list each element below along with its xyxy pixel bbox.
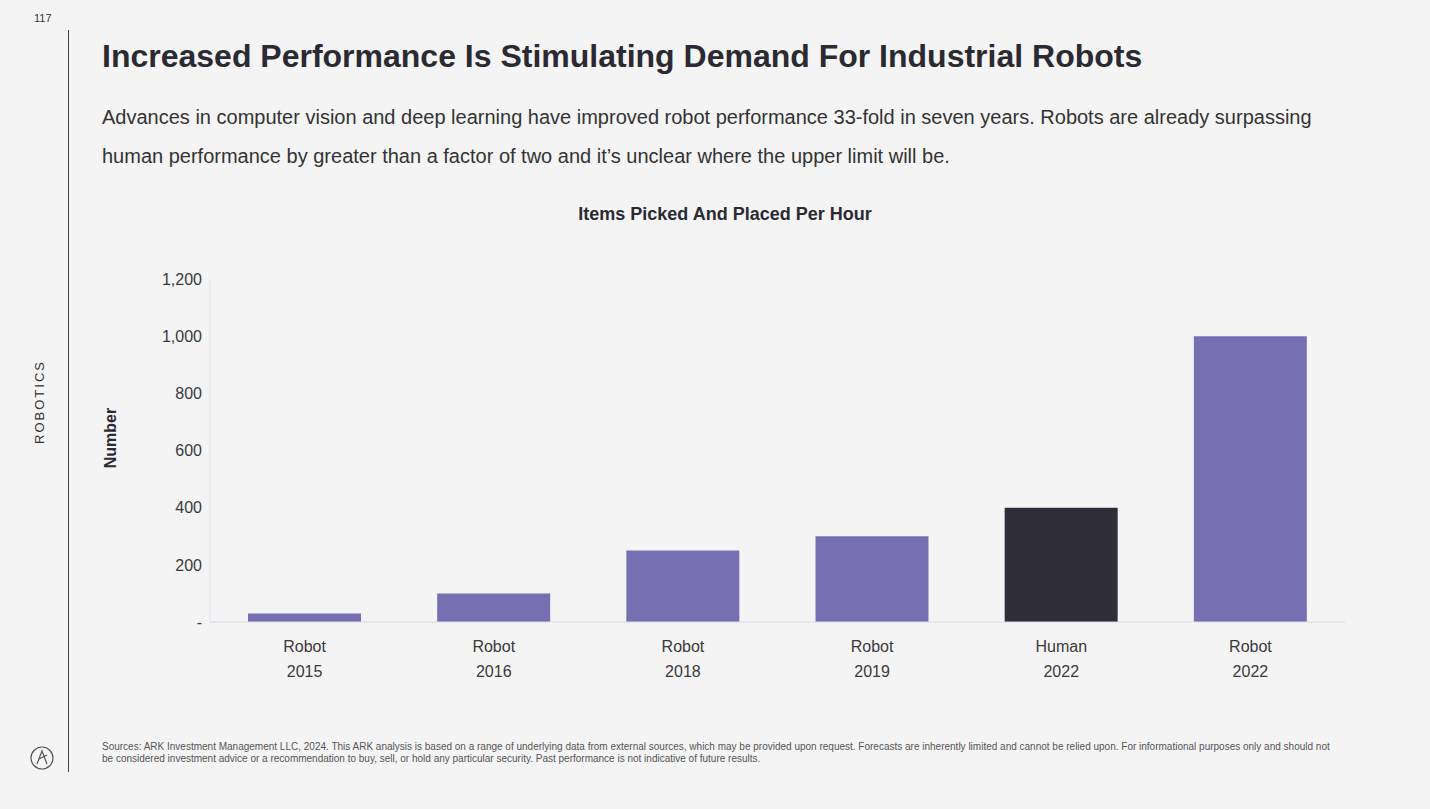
svg-text:2016: 2016 (476, 663, 512, 680)
svg-text:Robot: Robot (851, 638, 894, 655)
html-text:Items Picked And Placed Per Ho: Items Picked And Placed Per Hour (578, 204, 872, 224)
html-text:Increased Performance Is Stimu: Increased Performance Is Stimulating Dem… (102, 38, 1143, 74)
svg-text:600: 600 (175, 442, 202, 459)
svg-text:2022: 2022 (1233, 663, 1269, 680)
svg-text:2018: 2018 (665, 663, 701, 680)
svg-text:2015: 2015 (287, 663, 323, 680)
svg-text:800: 800 (175, 385, 202, 402)
svg-text:2019: 2019 (854, 663, 890, 680)
html-text:Advances in computer vision an: Advances in computer vision and deep lea… (102, 106, 1312, 167)
svg-text:200: 200 (175, 557, 202, 574)
svg-text:-: - (197, 614, 202, 631)
html-text:ROBOTICS: ROBOTICS (31, 360, 47, 444)
html-text:117: 117 (34, 12, 52, 24)
svg-text:2022: 2022 (1043, 663, 1079, 680)
html-text:Sources: ARK Investment Manage: Sources: ARK Investment Management LLC, … (102, 741, 1330, 764)
svg-text:Robot: Robot (283, 638, 326, 655)
svg-text:1,000: 1,000 (162, 328, 202, 345)
svg-text:Robot: Robot (472, 638, 515, 655)
svg-text:Robot: Robot (662, 638, 705, 655)
svg-text:Robot: Robot (1229, 638, 1272, 655)
svg-text:400: 400 (175, 499, 202, 516)
svg-text:1,200: 1,200 (162, 271, 202, 288)
svg-text:Human: Human (1035, 638, 1087, 655)
html-text:Number: Number (102, 407, 119, 469)
